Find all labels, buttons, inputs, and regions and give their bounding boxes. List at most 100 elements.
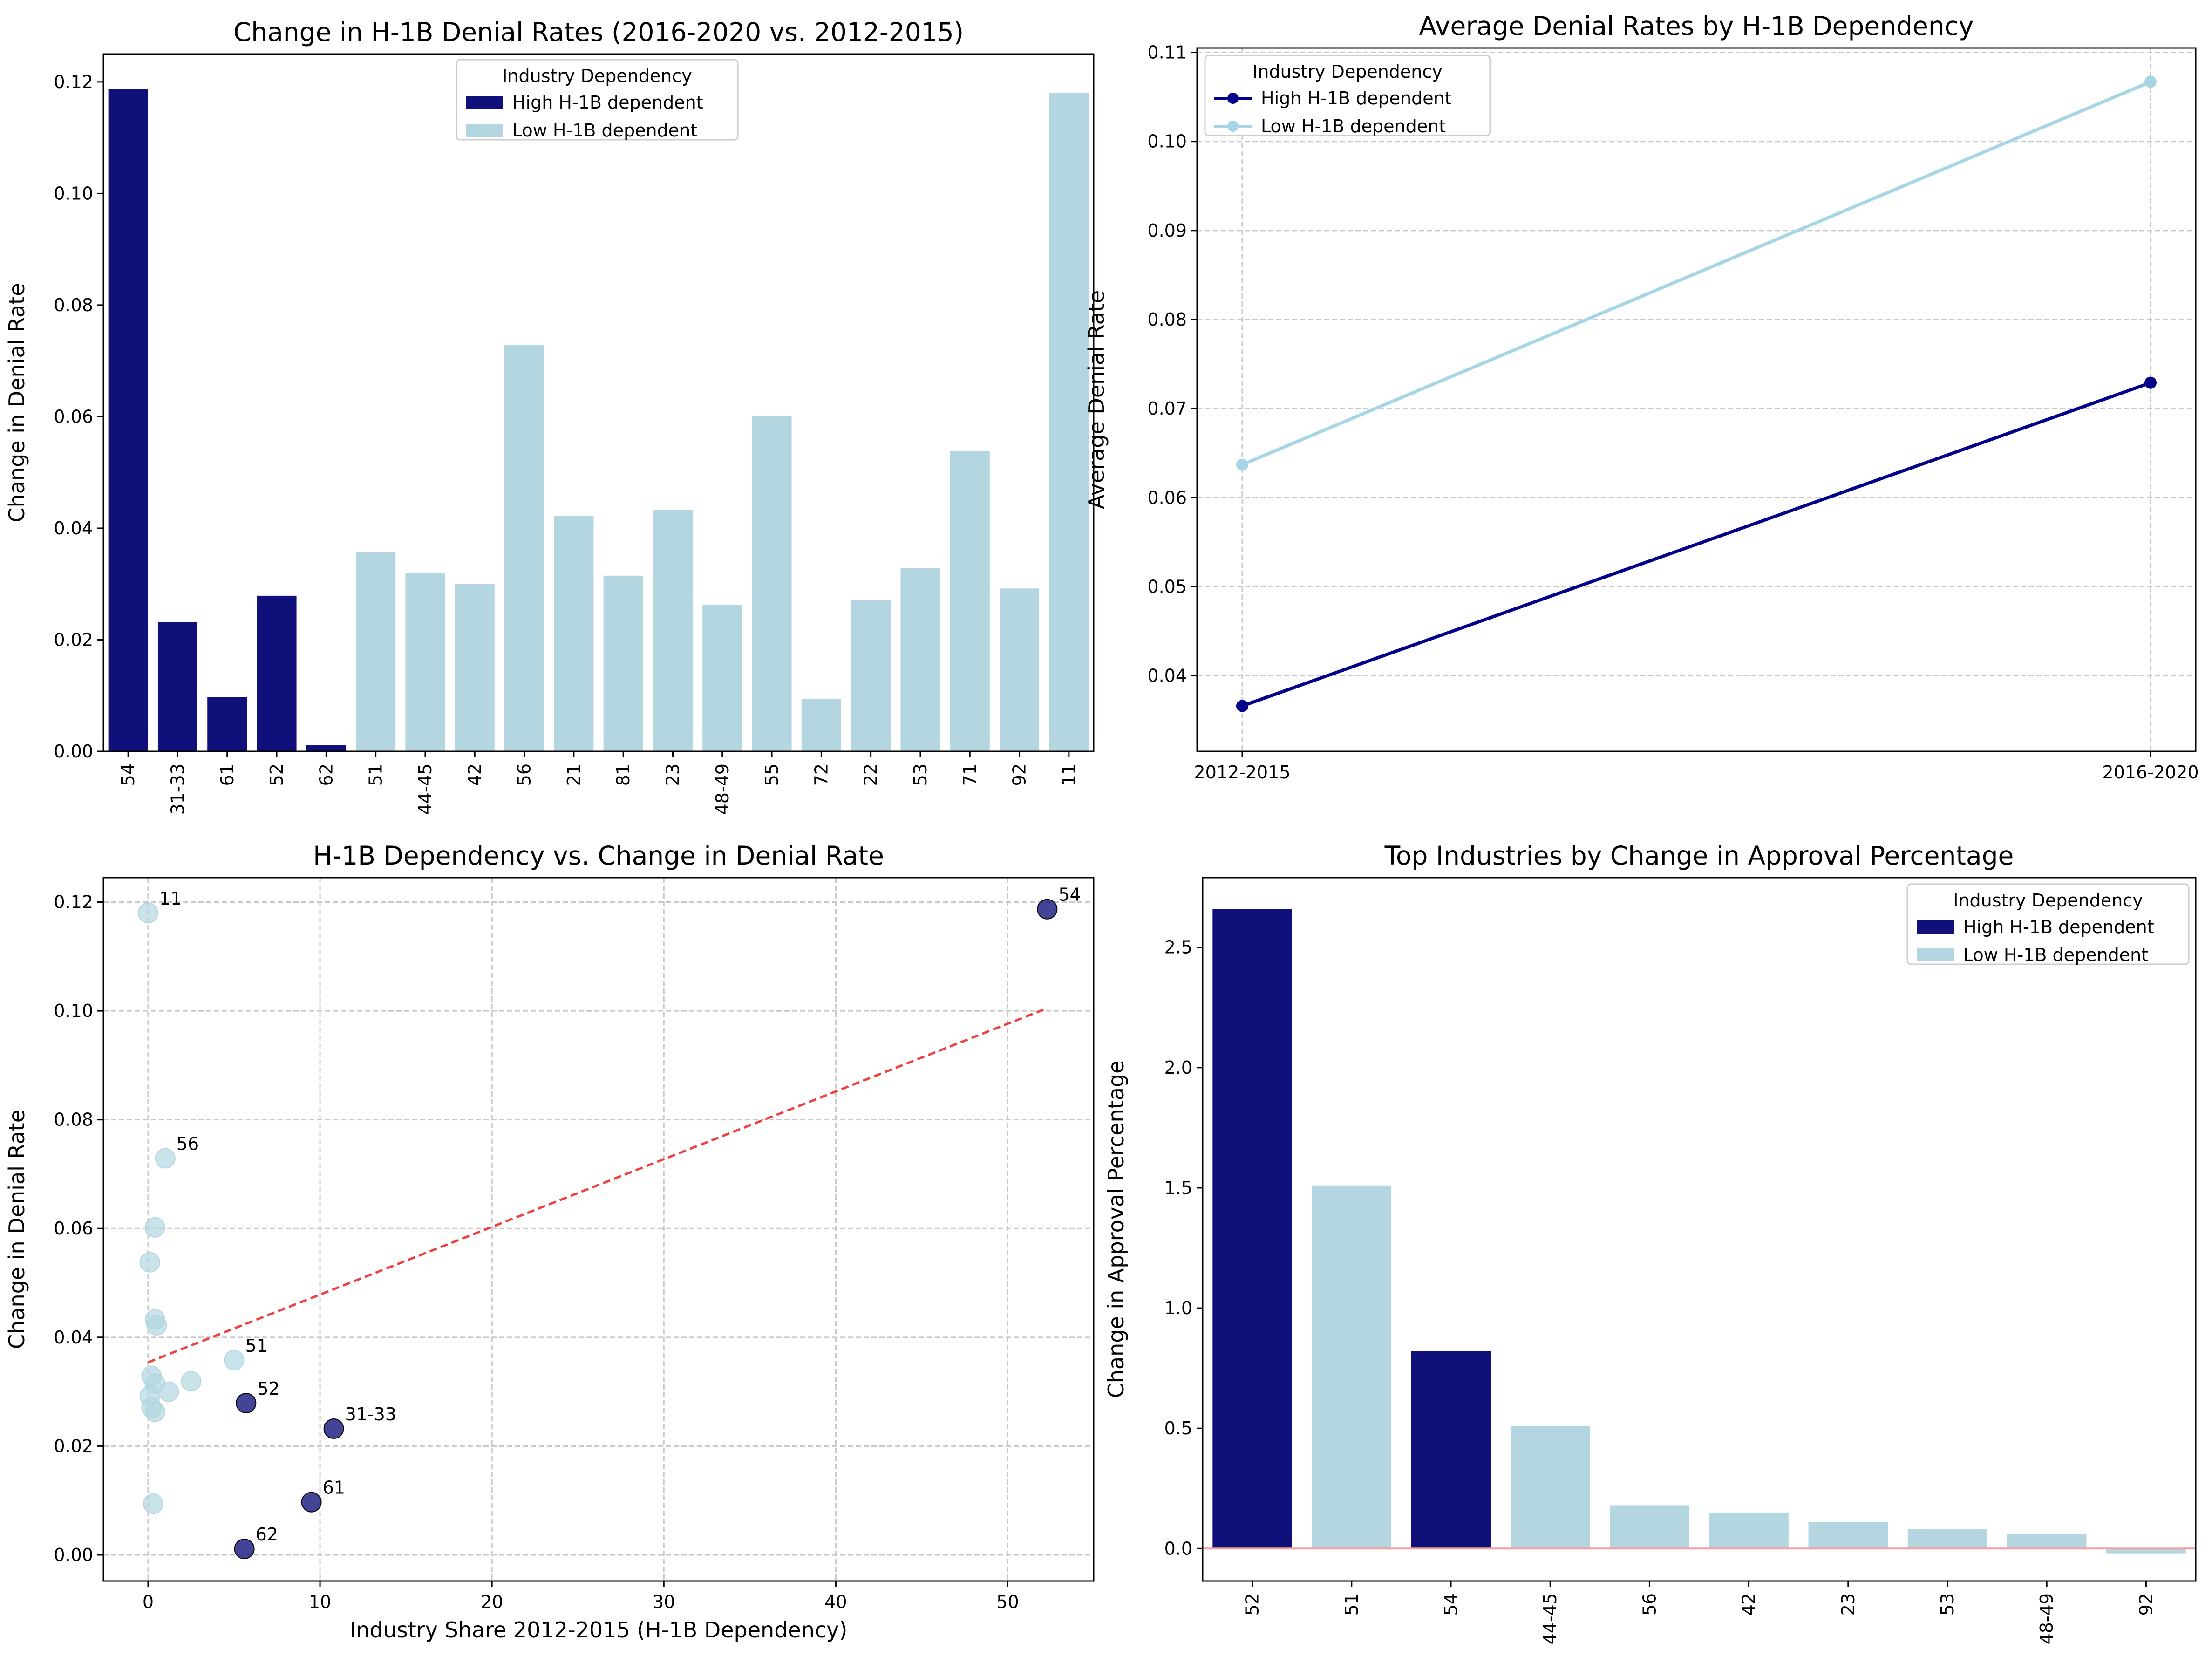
y-tick-label: 0.04 (1147, 666, 1187, 686)
y-tick-label: 0.12 (54, 892, 93, 913)
x-tick-label: 42 (464, 763, 485, 786)
bar-31-33 (157, 622, 197, 751)
y-tick-label: 0.05 (1147, 576, 1187, 597)
scatter-point (143, 1493, 164, 1514)
y-tick-label: 0.04 (54, 1327, 93, 1348)
series-line-low (1241, 80, 2151, 466)
bar-52 (1212, 909, 1292, 1549)
scatter-point (146, 1315, 167, 1336)
y-tick-label: 0.06 (1147, 487, 1187, 508)
plot-frame (1196, 47, 2197, 752)
bar-72 (801, 699, 841, 751)
x-tick-label: 54 (1441, 1593, 1461, 1615)
x-tick-label: 52 (1242, 1593, 1263, 1615)
legend-label-high: High H-1B dependent (1963, 917, 2154, 937)
legend-marker (1227, 121, 1239, 132)
y-tick-label: 0.5 (1164, 1418, 1192, 1438)
x-tick-label: 51 (366, 763, 386, 786)
legend-box (1204, 55, 1491, 136)
bar-48-49 (702, 605, 742, 751)
bar-52 (257, 595, 297, 751)
legend-swatch (1917, 920, 1954, 934)
bar-44-45 (1510, 1426, 1590, 1549)
x-axis-label: Industry Share 2012-2015 (H-1B Dependenc… (350, 1617, 848, 1643)
point-label: 61 (323, 1478, 345, 1498)
scatter-point (301, 1492, 322, 1513)
scatter-point (144, 1217, 165, 1238)
y-tick-label: 0.00 (54, 1545, 93, 1565)
y-tick-label: 0.00 (54, 741, 93, 762)
bar-92 (2106, 1548, 2186, 1554)
point-label: 51 (245, 1336, 268, 1356)
scatter-point (137, 902, 158, 923)
y-axis-label: Change in Denial Rate (4, 1110, 29, 1349)
x-tick-label: 21 (564, 763, 584, 786)
series-point-low (2144, 75, 2157, 88)
y-tick-label: 0.06 (54, 406, 93, 427)
plot-frame (1202, 877, 2197, 1582)
point-label: 56 (177, 1134, 199, 1154)
legend-box (456, 59, 739, 141)
point-label: 52 (257, 1378, 279, 1399)
x-tick-label: 31-33 (167, 763, 188, 815)
bar-56 (504, 344, 544, 751)
y-axis-label: Change in Denial Rate (4, 283, 29, 522)
legend-swatch (466, 96, 503, 109)
bar-48-49 (2007, 1534, 2087, 1549)
bar-11 (1049, 93, 1089, 751)
x-tick-label: 54 (118, 763, 138, 786)
legend-marker (1227, 93, 1239, 104)
series-point-high (1236, 700, 1248, 712)
x-tick-label: 10 (309, 1592, 331, 1612)
scatter-point (224, 1349, 245, 1370)
y-tick-label: 0.08 (54, 1110, 93, 1130)
plot-frame (102, 877, 1095, 1582)
x-tick-label: 48-49 (712, 763, 733, 815)
x-tick-label: 55 (762, 763, 782, 786)
y-tick-label: 0.02 (54, 629, 93, 650)
point-label: 54 (1058, 885, 1081, 905)
legend-swatch (466, 124, 503, 137)
y-tick-label: 1.0 (1164, 1298, 1192, 1318)
y-tick-label: 0.10 (54, 1001, 93, 1021)
point-label: 31-33 (345, 1404, 396, 1424)
legend-title: Industry Dependency (1953, 890, 2143, 911)
bar-55 (752, 416, 792, 751)
x-tick-label: 51 (1341, 1593, 1362, 1615)
y-tick-label: 0.07 (1147, 398, 1187, 419)
bar-chart-approval-change: 0.0 0.5 1.0 1.5 2.0 2.5 52 51 54 44-45 56 42 23 53 48-… (1103, 841, 2197, 1644)
x-tick-label: 44-45 (1540, 1593, 1560, 1644)
bar-54 (1411, 1351, 1491, 1549)
y-tick-label: 2.5 (1164, 937, 1192, 958)
bar-23 (1808, 1522, 1888, 1549)
scatter-chart-dependency-vs-denial: 0.00 0.02 0.04 0.06 0.08 0.10 0.12 0 10 20 30 40 50 5… (4, 841, 1095, 1643)
x-tick-label: 92 (1009, 763, 1030, 786)
x-tick-label: 40 (824, 1592, 847, 1612)
scatter-point (236, 1393, 257, 1414)
bar-22 (851, 600, 891, 751)
x-tick-label: 42 (1739, 1593, 1759, 1615)
scatter-point (139, 1252, 160, 1273)
legend-title: Industry Dependency (1252, 61, 1443, 82)
x-tick-label: 50 (996, 1592, 1019, 1612)
bar-92 (1000, 588, 1040, 751)
x-tick-label: 30 (653, 1592, 675, 1612)
x-tick-label: 2012-2015 (1194, 762, 1290, 783)
y-tick-label: 0.08 (54, 295, 93, 315)
legend-label-high: High H-1B dependent (1261, 88, 1452, 109)
y-tick-label: 1.5 (1164, 1178, 1192, 1198)
line-chart-average-denial: 0.04 0.05 0.06 0.07 0.08 0.09 0.10 0.11 2012-201… (1084, 11, 2199, 783)
x-tick-label: 61 (217, 763, 238, 786)
x-tick-label: 0 (143, 1592, 154, 1612)
y-tick-label: 0.04 (54, 518, 93, 538)
legend-label-low: Low H-1B dependent (1261, 116, 1446, 136)
x-tick-label: 23 (662, 763, 683, 786)
series-line-high (1241, 381, 2151, 708)
y-tick-label: 0.09 (1147, 220, 1187, 241)
scatter-point (1037, 899, 1058, 920)
bar-51 (356, 552, 396, 751)
legend-label-high: High H-1B dependent (512, 92, 703, 113)
bar-54 (108, 89, 148, 751)
scatter-point (158, 1381, 179, 1402)
